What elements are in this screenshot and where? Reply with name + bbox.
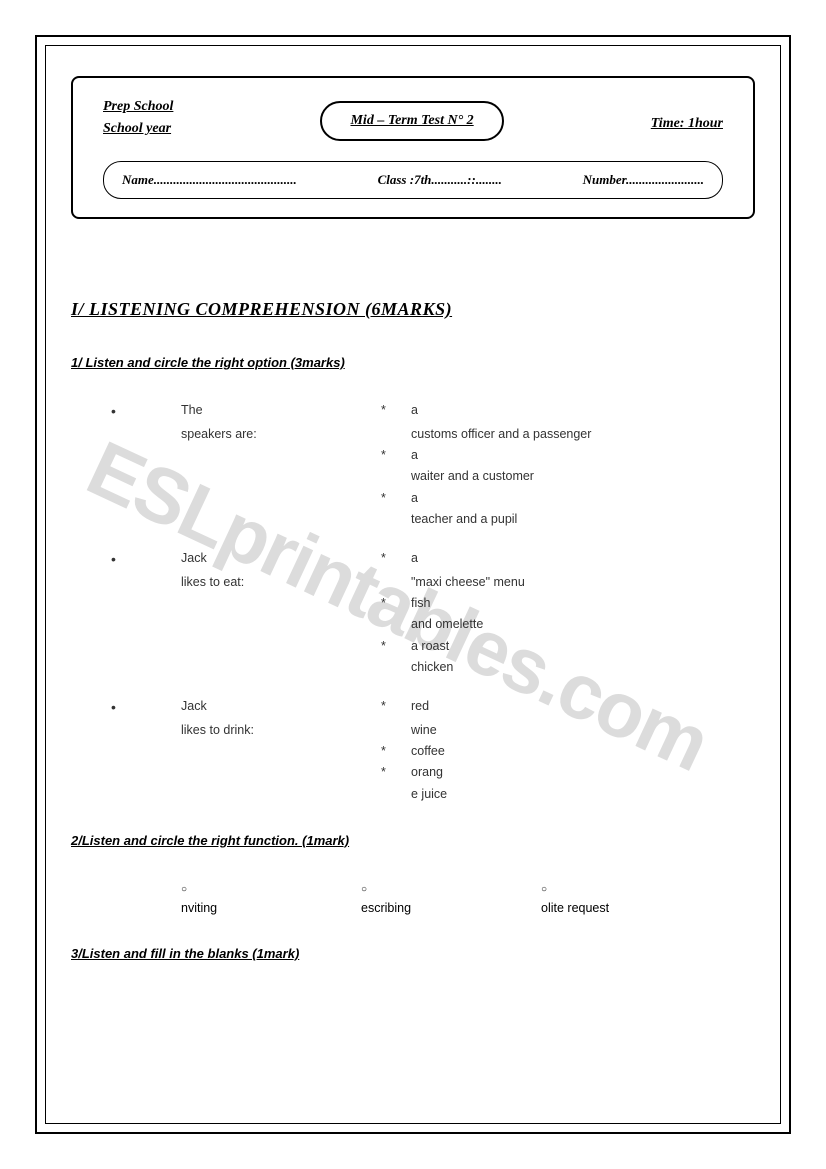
sub1-heading: 1/ Listen and circle the right option (3… — [71, 355, 755, 370]
q3-stem-a: Jack — [181, 696, 381, 717]
func-opt3: ○ olite request — [541, 878, 721, 918]
q2-opt3b: chicken — [411, 657, 755, 678]
circle-icon: ○ — [181, 884, 187, 895]
q2-stem-a: Jack — [181, 548, 381, 569]
student-info-row: Name....................................… — [103, 161, 723, 199]
number-field: Number........................ — [583, 172, 704, 188]
star-icon: * — [381, 741, 411, 762]
header-school: Prep School School year — [103, 96, 173, 141]
question-2: • Jack * a likes to eat: "maxi cheese" m… — [71, 548, 755, 678]
bullet-icon: • — [111, 403, 116, 419]
star-icon: * — [381, 400, 411, 421]
sub3-heading: 3/Listen and fill in the blanks (1mark) — [71, 946, 755, 961]
q1-opt1b: customs officer and a passenger — [411, 424, 755, 445]
q1-stem-b: speakers are: — [181, 424, 381, 445]
school-line1: Prep School — [103, 96, 173, 118]
bullet-icon: • — [111, 551, 116, 567]
func-opt1: ○ nviting — [181, 878, 361, 918]
q1-opt2a: a — [411, 445, 755, 466]
sub2-heading: 2/Listen and circle the right function. … — [71, 833, 755, 848]
q2-opt2a: fish — [411, 593, 755, 614]
question-1: • The * a speakers are: customs officer … — [71, 400, 755, 530]
q1-opt3b: teacher and a pupil — [411, 509, 755, 530]
q2-stem-b: likes to eat: — [181, 572, 381, 593]
header-scroll: Prep School School year Mid – Term Test … — [71, 76, 755, 219]
q3-opt2a: coffee — [411, 741, 755, 762]
circle-icon: ○ — [541, 884, 547, 895]
outer-border: ESLprintables.com Prep School School yea… — [35, 35, 791, 1134]
func-opt2-text: escribing — [361, 901, 411, 915]
star-icon: * — [381, 488, 411, 509]
inner-border: ESLprintables.com Prep School School yea… — [45, 45, 781, 1124]
bullet-icon: • — [111, 699, 116, 715]
star-icon: * — [381, 636, 411, 657]
star-icon: * — [381, 445, 411, 466]
q3-stem-b: likes to drink: — [181, 720, 381, 741]
q1-opt3a: a — [411, 488, 755, 509]
func-opt1-text: nviting — [181, 901, 217, 915]
header-row: Prep School School year Mid – Term Test … — [103, 96, 723, 141]
circle-icon: ○ — [361, 884, 367, 895]
name-field: Name....................................… — [122, 172, 297, 188]
q2-opt3a: a roast — [411, 636, 755, 657]
q1-opt1a: a — [411, 400, 755, 421]
q3-opt3b: e juice — [411, 784, 755, 805]
question-3: • Jack * red likes to drink: wine *coffe… — [71, 696, 755, 805]
header-panel: Prep School School year Mid – Term Test … — [71, 76, 755, 219]
q3-opt3a: orang — [411, 762, 755, 783]
content: Prep School School year Mid – Term Test … — [71, 76, 755, 961]
func-opt2: ○ escribing — [361, 878, 541, 918]
q2-opt2b: and omelette — [411, 614, 755, 635]
q3-opt1b: wine — [411, 720, 755, 741]
star-icon: * — [381, 696, 411, 717]
q2-opt1b: "maxi cheese" menu — [411, 572, 755, 593]
star-icon: * — [381, 548, 411, 569]
q1-opt2b: waiter and a customer — [411, 466, 755, 487]
school-line2: School year — [103, 118, 173, 140]
q2-opt1a: a — [411, 548, 755, 569]
q1-stem-a: The — [181, 400, 381, 421]
star-icon: * — [381, 593, 411, 614]
star-icon: * — [381, 762, 411, 783]
func-opt3-text: olite request — [541, 901, 609, 915]
q3-opt1a: red — [411, 696, 755, 717]
class-field: Class :7th...........::........ — [378, 172, 502, 188]
time-label: Time: 1hour — [651, 116, 723, 132]
function-options: ○ nviting ○ escribing ○ olite request — [71, 878, 755, 918]
test-title: Mid – Term Test N° 2 — [320, 101, 503, 141]
section-1-title: I/ LISTENING COMPREHENSION (6MARKS) — [71, 299, 755, 320]
